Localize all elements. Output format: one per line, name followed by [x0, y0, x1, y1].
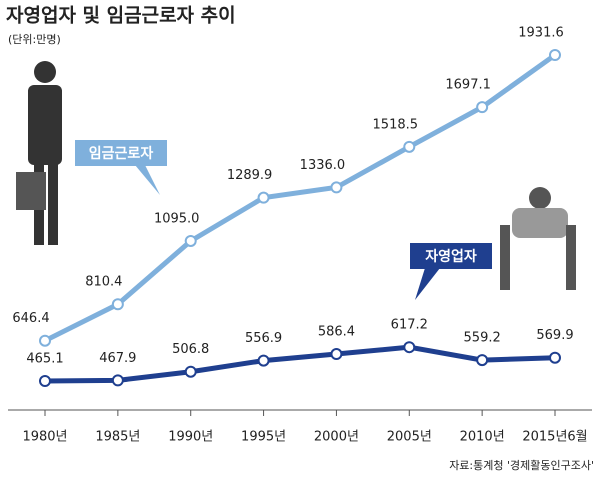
legend-label: 임금근로자	[89, 146, 154, 162]
data-label: 1518.5	[373, 117, 419, 132]
source-note: 자료:통계청 '경제활동인구조사'	[449, 458, 594, 472]
data-point	[330, 348, 343, 361]
data-point	[476, 354, 489, 367]
x-tick-label: 1990년	[168, 430, 213, 445]
callout-pointer	[135, 165, 160, 195]
data-label: 569.9	[536, 328, 573, 343]
legend-swatch	[410, 243, 492, 269]
data-point	[549, 49, 561, 61]
chart-title: 자영업자 및 임금근로자 추이	[6, 5, 236, 27]
data-label: 646.4	[12, 311, 49, 326]
data-label: 1289.9	[227, 168, 273, 183]
data-label: 559.2	[464, 331, 501, 346]
x-tick-label: 1995년	[241, 430, 286, 445]
data-point	[330, 181, 343, 194]
plot-area: 1980년 1985년 1990년 1995년 2000년 2005년 2010년 2015년…	[12, 26, 587, 445]
data-point	[549, 351, 561, 364]
data-point	[39, 334, 51, 347]
worker-illustration	[500, 187, 576, 290]
x-tick-label: 1980년	[22, 430, 67, 445]
series-line	[44, 344, 556, 384]
chart-subtitle: (단위:만명)	[8, 33, 61, 46]
data-label: 1697.1	[445, 78, 491, 93]
data-label: 810.4	[85, 275, 122, 290]
data-label: 465.1	[26, 352, 63, 367]
series-line	[43, 52, 557, 343]
data-point	[184, 365, 197, 378]
data-point	[476, 101, 489, 114]
data-point	[184, 234, 197, 247]
data-label: 617.2	[391, 318, 428, 333]
data-label: 556.9	[245, 331, 282, 346]
data-point	[111, 298, 124, 311]
data-label: 1931.6	[518, 26, 564, 41]
callout-pointer	[415, 268, 440, 300]
legend-label: 자영업자	[425, 248, 477, 265]
data-point	[39, 375, 51, 387]
data-label: 506.8	[172, 342, 209, 357]
data-label: 586.4	[318, 325, 355, 340]
data-point	[111, 374, 124, 387]
data-label: 467.9	[99, 351, 136, 366]
x-tick-label: 1985년	[95, 430, 140, 445]
data-point	[403, 341, 416, 354]
x-tick-label: 2000년	[314, 430, 359, 445]
businessman-illustration	[16, 61, 62, 245]
x-tick-label: 2010년	[460, 430, 505, 445]
data-point	[257, 191, 270, 204]
data-point	[257, 354, 270, 367]
x-tick-label: 2005년	[387, 430, 432, 445]
legend-swatch	[75, 140, 167, 166]
x-tick-label: 2015년6월	[522, 430, 587, 445]
data-label: 1336.0	[300, 158, 346, 173]
data-point	[403, 140, 416, 153]
data-label: 1095.0	[154, 211, 200, 226]
